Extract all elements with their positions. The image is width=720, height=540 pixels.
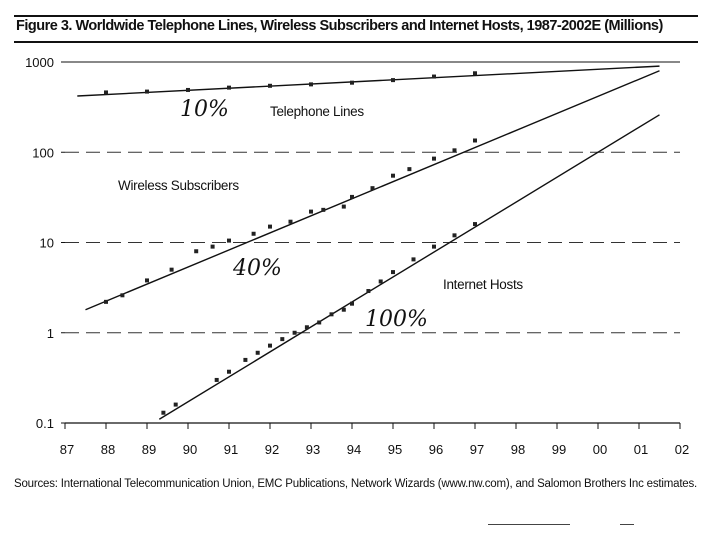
x-tick-label: 88 (101, 442, 115, 457)
data-points (104, 71, 477, 415)
data-point (227, 369, 231, 374)
x-tick-label: 93 (306, 442, 320, 457)
data-point (473, 71, 477, 76)
y-tick-label: 1 (47, 326, 54, 341)
axes: 0.1 1 10 100 1000 87 88 89 90 91 92 93 94 95 96 97 98 99 0… (25, 55, 689, 457)
x-tick-label: 95 (388, 442, 402, 457)
x-tick-label: 94 (347, 442, 361, 457)
data-point (214, 377, 219, 382)
x-tick-label: 98 (511, 442, 525, 457)
data-point (411, 257, 416, 262)
x-tick-label: 02 (675, 442, 689, 457)
data-point (391, 78, 395, 83)
y-tick-label: 10 (40, 236, 54, 251)
data-point (145, 89, 149, 94)
data-point (292, 330, 297, 335)
labels: Telephone Lines 10% Wireless Subscribers 40… (118, 97, 524, 332)
data-point (370, 186, 375, 191)
data-point (288, 219, 293, 224)
x-tick-label: 99 (552, 442, 566, 457)
data-point (329, 312, 334, 317)
data-point (321, 207, 326, 212)
data-point (473, 222, 477, 227)
y-tick-label: 0.1 (36, 416, 54, 431)
data-point (268, 224, 272, 229)
figure-title: Figure 3. Worldwide Telephone Lines, Wir… (16, 18, 663, 34)
fit-lines (77, 65, 660, 420)
data-point (210, 244, 215, 249)
data-point (452, 148, 457, 153)
data-point (407, 167, 412, 172)
chart-canvas: 0.1 1 10 100 1000 87 88 89 90 91 92 93 94 95 96 97 98 99 0… (25, 55, 689, 457)
data-point (145, 278, 149, 283)
x-tick-label: 92 (265, 442, 279, 457)
x-tick-label: 87 (60, 442, 74, 457)
x-tick-label: 01 (634, 442, 648, 457)
data-point (366, 289, 371, 294)
scan-artifact (488, 524, 570, 525)
x-tick-label: 96 (429, 442, 443, 457)
data-point (309, 209, 313, 214)
data-point (304, 325, 309, 330)
data-point (341, 307, 346, 312)
fit-line-1 (85, 70, 660, 311)
fit-line-2 (158, 114, 660, 420)
x-tick-label: 97 (470, 442, 484, 457)
data-point (268, 83, 272, 88)
data-point (317, 320, 322, 325)
series-label: Internet Hosts (443, 277, 523, 292)
data-point (104, 299, 108, 304)
y-tick-label: 1000 (25, 55, 54, 70)
source-note: Sources: International Telecommunication… (14, 478, 698, 490)
data-point (280, 337, 285, 342)
data-point (104, 90, 108, 95)
title-rule-bottom (14, 41, 698, 43)
growth-annotation: 10% (180, 97, 229, 122)
data-point (391, 270, 395, 275)
data-point (173, 402, 178, 407)
data-point (473, 138, 477, 143)
growth-annotation: 100% (365, 307, 428, 332)
fit-line-0 (77, 65, 660, 97)
series-label: Wireless Subscribers (118, 178, 239, 193)
data-point (341, 204, 346, 209)
data-point (227, 238, 231, 243)
x-tick-label: 00 (593, 442, 607, 457)
data-point (227, 85, 231, 90)
title-rule-top (14, 15, 698, 17)
x-tick-label: 91 (224, 442, 238, 457)
data-point (120, 293, 125, 298)
data-point (452, 233, 457, 238)
data-point (268, 343, 272, 348)
series-label: Telephone Lines (270, 104, 364, 119)
data-point (243, 357, 248, 362)
data-point (350, 301, 354, 306)
data-point (194, 249, 199, 254)
data-point (432, 74, 436, 79)
data-point (255, 350, 260, 355)
data-point (169, 267, 174, 272)
data-point (378, 279, 383, 284)
data-point (186, 87, 190, 92)
data-point (350, 80, 354, 85)
data-point (432, 244, 436, 249)
data-point (161, 410, 166, 415)
data-point (350, 194, 354, 199)
growth-annotation: 40% (232, 256, 282, 281)
y-tick-label: 100 (32, 145, 54, 160)
data-point (309, 82, 313, 87)
x-tick-label: 89 (142, 442, 156, 457)
data-point (251, 231, 256, 236)
data-point (432, 156, 436, 161)
scan-artifact (620, 524, 634, 525)
x-tick-label: 90 (183, 442, 197, 457)
data-point (391, 173, 395, 178)
